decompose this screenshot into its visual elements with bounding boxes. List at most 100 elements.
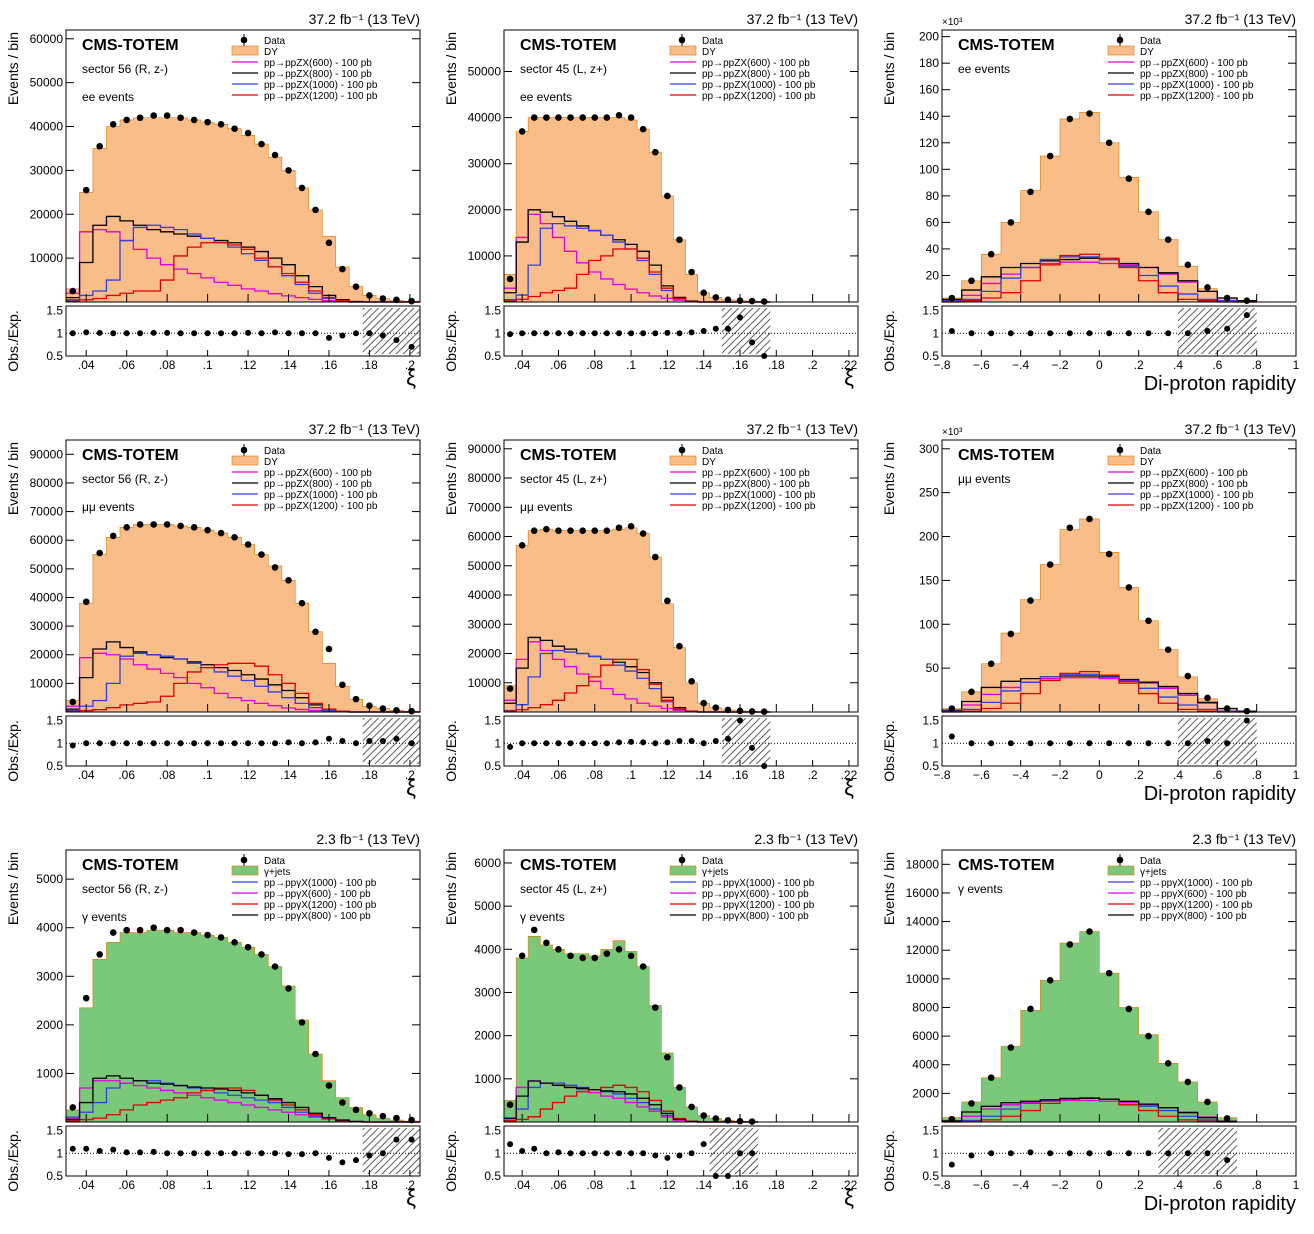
legend-bg-text: DY	[702, 457, 716, 468]
y-tick-label: 10000	[906, 972, 940, 986]
data-point	[1027, 1005, 1034, 1013]
x-tick-label: .2	[1134, 1178, 1144, 1192]
region-label: μμ events	[82, 500, 135, 514]
x-tick-label: −.4	[1012, 358, 1029, 372]
data-point	[676, 642, 683, 650]
y-tick-label: 20000	[30, 207, 64, 221]
data-point	[339, 265, 346, 273]
legend-bg-swatch	[669, 45, 697, 56]
legend-signal-text: pp→ppγX(1200) - 100 pb	[702, 900, 815, 911]
ratio-point	[724, 1173, 731, 1179]
panel-gamma-sector45: 1000 2000 3000 4000 5000 6000 0.5 1 1.5 .04 .06 .08…	[438, 820, 876, 1229]
x-tick-label: .04	[78, 1178, 95, 1192]
x-tick-label: −.4	[1012, 1178, 1029, 1192]
ratio-point	[1007, 330, 1014, 337]
ratio-point	[591, 1150, 598, 1157]
data-point	[298, 599, 306, 607]
ratio-point	[652, 330, 659, 337]
data-point	[204, 526, 211, 534]
ratio-axis-label: Obs./Exp.	[5, 720, 21, 781]
data-point	[325, 645, 333, 653]
data-point	[393, 296, 400, 304]
region-label: sector 56 (R, z-)	[82, 62, 168, 76]
data-point	[748, 297, 756, 305]
y-multiplier: ×10³	[942, 427, 963, 438]
x-axis-label: Di-proton rapidity	[1144, 783, 1296, 805]
ratio-point	[69, 742, 76, 749]
legend-data-text: Data	[1140, 446, 1162, 457]
ratio-point	[1184, 740, 1191, 747]
main-frame	[941, 29, 1297, 303]
legend-signal-text: pp→ppγX(600) - 100 pb	[702, 889, 809, 900]
ratio-point	[948, 733, 955, 740]
y-tick-label: 30000	[468, 157, 502, 171]
data-point	[1184, 261, 1192, 269]
data-point	[543, 939, 550, 947]
data-point	[555, 946, 562, 953]
ratio-point	[258, 740, 265, 747]
x-tick-label: 0	[1096, 358, 1103, 372]
ratio-point	[507, 331, 514, 338]
ratio-point	[1204, 328, 1211, 334]
y-tick-label: 100	[919, 617, 939, 631]
ratio-point	[543, 1150, 550, 1157]
ratio-point	[519, 330, 526, 337]
data-point	[652, 1004, 659, 1011]
ratio-point	[712, 325, 719, 332]
signal-line-2	[942, 1097, 1237, 1123]
signal-line-3	[942, 1097, 1237, 1122]
data-point	[948, 1115, 956, 1123]
data-point	[652, 553, 659, 561]
uncertainty-band	[362, 1128, 420, 1174]
legend-bg-swatch	[231, 865, 259, 876]
ratio-point	[1224, 740, 1231, 747]
ratio-tick-label: 0.5	[922, 759, 939, 773]
main-frame	[941, 849, 1297, 1123]
data-point	[603, 950, 611, 957]
legend-signal-text: pp→ppZX(600) - 100 pb	[264, 468, 372, 479]
ratio-point	[555, 740, 562, 747]
ratio-tick-label: 1.5	[46, 304, 63, 318]
ratio-point	[737, 1150, 743, 1157]
panel-gamma-rapidity: 2000 4000 6000 8000 10000 12000 14000 16000 1800…	[876, 820, 1314, 1229]
y-tick-label: 90000	[30, 447, 64, 461]
ratio-tick-label: 1.5	[484, 304, 501, 318]
x-tick-label: .06	[550, 1178, 567, 1192]
chart-p3: 20 40 60 80 100 120 140 160 180 200 0.5 1 1.5 −.8 −.6 −…	[881, 11, 1300, 395]
data-point	[1145, 208, 1152, 216]
data-point	[1164, 1060, 1172, 1067]
uncertainty-band	[1178, 308, 1257, 354]
y-tick-label: 140	[919, 109, 939, 123]
ratio-point	[204, 740, 211, 747]
ratio-point	[1047, 740, 1054, 747]
ratio-point	[83, 329, 90, 336]
x-tick-label: 0	[1096, 768, 1103, 782]
y-tick-label: 30000	[30, 163, 64, 177]
ratio-point	[164, 740, 171, 747]
data-point	[1125, 1005, 1133, 1013]
chart-p1: 10000 20000 30000 40000 50000 60000 0.5 1 1.5 .04…	[5, 11, 421, 390]
legend-signal-text: pp→ppZX(800) - 100 pb	[702, 479, 810, 490]
data-point	[664, 192, 671, 200]
legend-signal-text: pp→ppγX(1000) - 100 pb	[702, 878, 815, 889]
x-tick-label: .2	[1134, 768, 1144, 782]
ratio-point	[69, 330, 76, 337]
y-tick-label: 2000	[36, 1018, 63, 1032]
x-tick-label: .8	[1252, 358, 1262, 372]
y-tick-label: 3000	[474, 985, 501, 999]
y-tick-label: 60000	[30, 533, 64, 547]
ratio-point	[628, 738, 635, 745]
legend-signal-text: pp→ppγX(1000) - 100 pb	[264, 878, 377, 889]
data-point	[109, 532, 117, 540]
data-point	[136, 521, 144, 528]
ratio-point	[968, 1152, 975, 1159]
data-point	[1086, 928, 1093, 935]
ratio-point	[1086, 740, 1093, 747]
ratio-axis-label: Obs./Exp.	[443, 720, 459, 781]
panel-gamma-sector56: 1000 2000 3000 4000 5000 0.5 1 1.5 .04 .06 .08 .1 .1…	[0, 820, 438, 1229]
ratio-point	[177, 740, 184, 747]
legend-signal-text: pp→ppZX(1000) - 100 pb	[1140, 490, 1254, 501]
ratio-point	[688, 1150, 695, 1157]
data-point	[312, 1050, 319, 1058]
ratio-point	[298, 330, 305, 337]
